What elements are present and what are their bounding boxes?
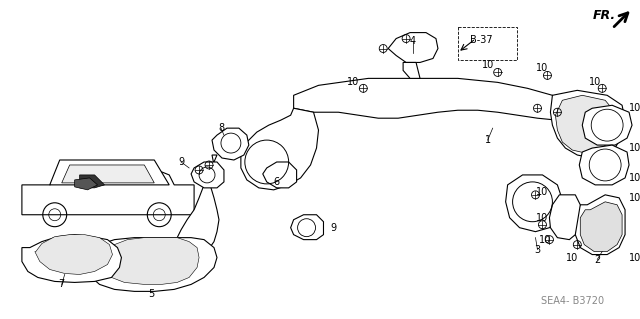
Polygon shape xyxy=(403,63,420,78)
Text: 10: 10 xyxy=(540,235,552,245)
Polygon shape xyxy=(506,175,563,232)
Polygon shape xyxy=(294,78,577,120)
Text: 10: 10 xyxy=(536,187,548,197)
Text: 10: 10 xyxy=(589,78,602,87)
Polygon shape xyxy=(241,108,319,190)
Text: 5: 5 xyxy=(148,289,154,299)
Text: 10: 10 xyxy=(566,253,579,263)
Text: 10: 10 xyxy=(629,173,640,183)
Polygon shape xyxy=(556,95,615,153)
Text: 9: 9 xyxy=(178,157,184,167)
Polygon shape xyxy=(575,195,625,255)
Polygon shape xyxy=(549,195,580,240)
Polygon shape xyxy=(88,238,217,291)
Polygon shape xyxy=(79,175,104,188)
Text: 10: 10 xyxy=(536,213,548,223)
Polygon shape xyxy=(22,165,194,215)
Text: 4: 4 xyxy=(410,35,416,46)
Polygon shape xyxy=(580,202,622,252)
Text: 9: 9 xyxy=(330,223,337,233)
Polygon shape xyxy=(22,235,122,282)
Text: 10: 10 xyxy=(629,143,640,153)
Text: 10: 10 xyxy=(348,78,360,87)
Text: 3: 3 xyxy=(534,245,541,255)
Polygon shape xyxy=(191,162,224,188)
Polygon shape xyxy=(582,105,632,145)
Polygon shape xyxy=(75,178,97,190)
Polygon shape xyxy=(263,162,296,188)
Polygon shape xyxy=(50,160,169,185)
Polygon shape xyxy=(550,90,625,158)
Text: 6: 6 xyxy=(274,177,280,187)
Text: FR.: FR. xyxy=(593,9,616,22)
Text: 10: 10 xyxy=(629,253,640,263)
Text: 10: 10 xyxy=(481,60,494,70)
Polygon shape xyxy=(100,238,199,285)
Text: 8: 8 xyxy=(218,123,224,133)
Polygon shape xyxy=(212,128,249,160)
Polygon shape xyxy=(35,235,113,274)
Text: 1: 1 xyxy=(484,135,491,145)
Text: 10: 10 xyxy=(629,193,640,203)
Text: 2: 2 xyxy=(594,255,600,264)
Text: 7: 7 xyxy=(59,279,65,289)
Polygon shape xyxy=(177,155,219,257)
Text: B-37: B-37 xyxy=(470,34,492,45)
Polygon shape xyxy=(388,33,438,63)
Text: 10: 10 xyxy=(536,63,548,73)
Text: 10: 10 xyxy=(629,103,640,113)
Text: SEA4- B3720: SEA4- B3720 xyxy=(541,296,604,306)
Polygon shape xyxy=(291,215,323,240)
Polygon shape xyxy=(579,145,629,185)
Polygon shape xyxy=(61,165,154,183)
